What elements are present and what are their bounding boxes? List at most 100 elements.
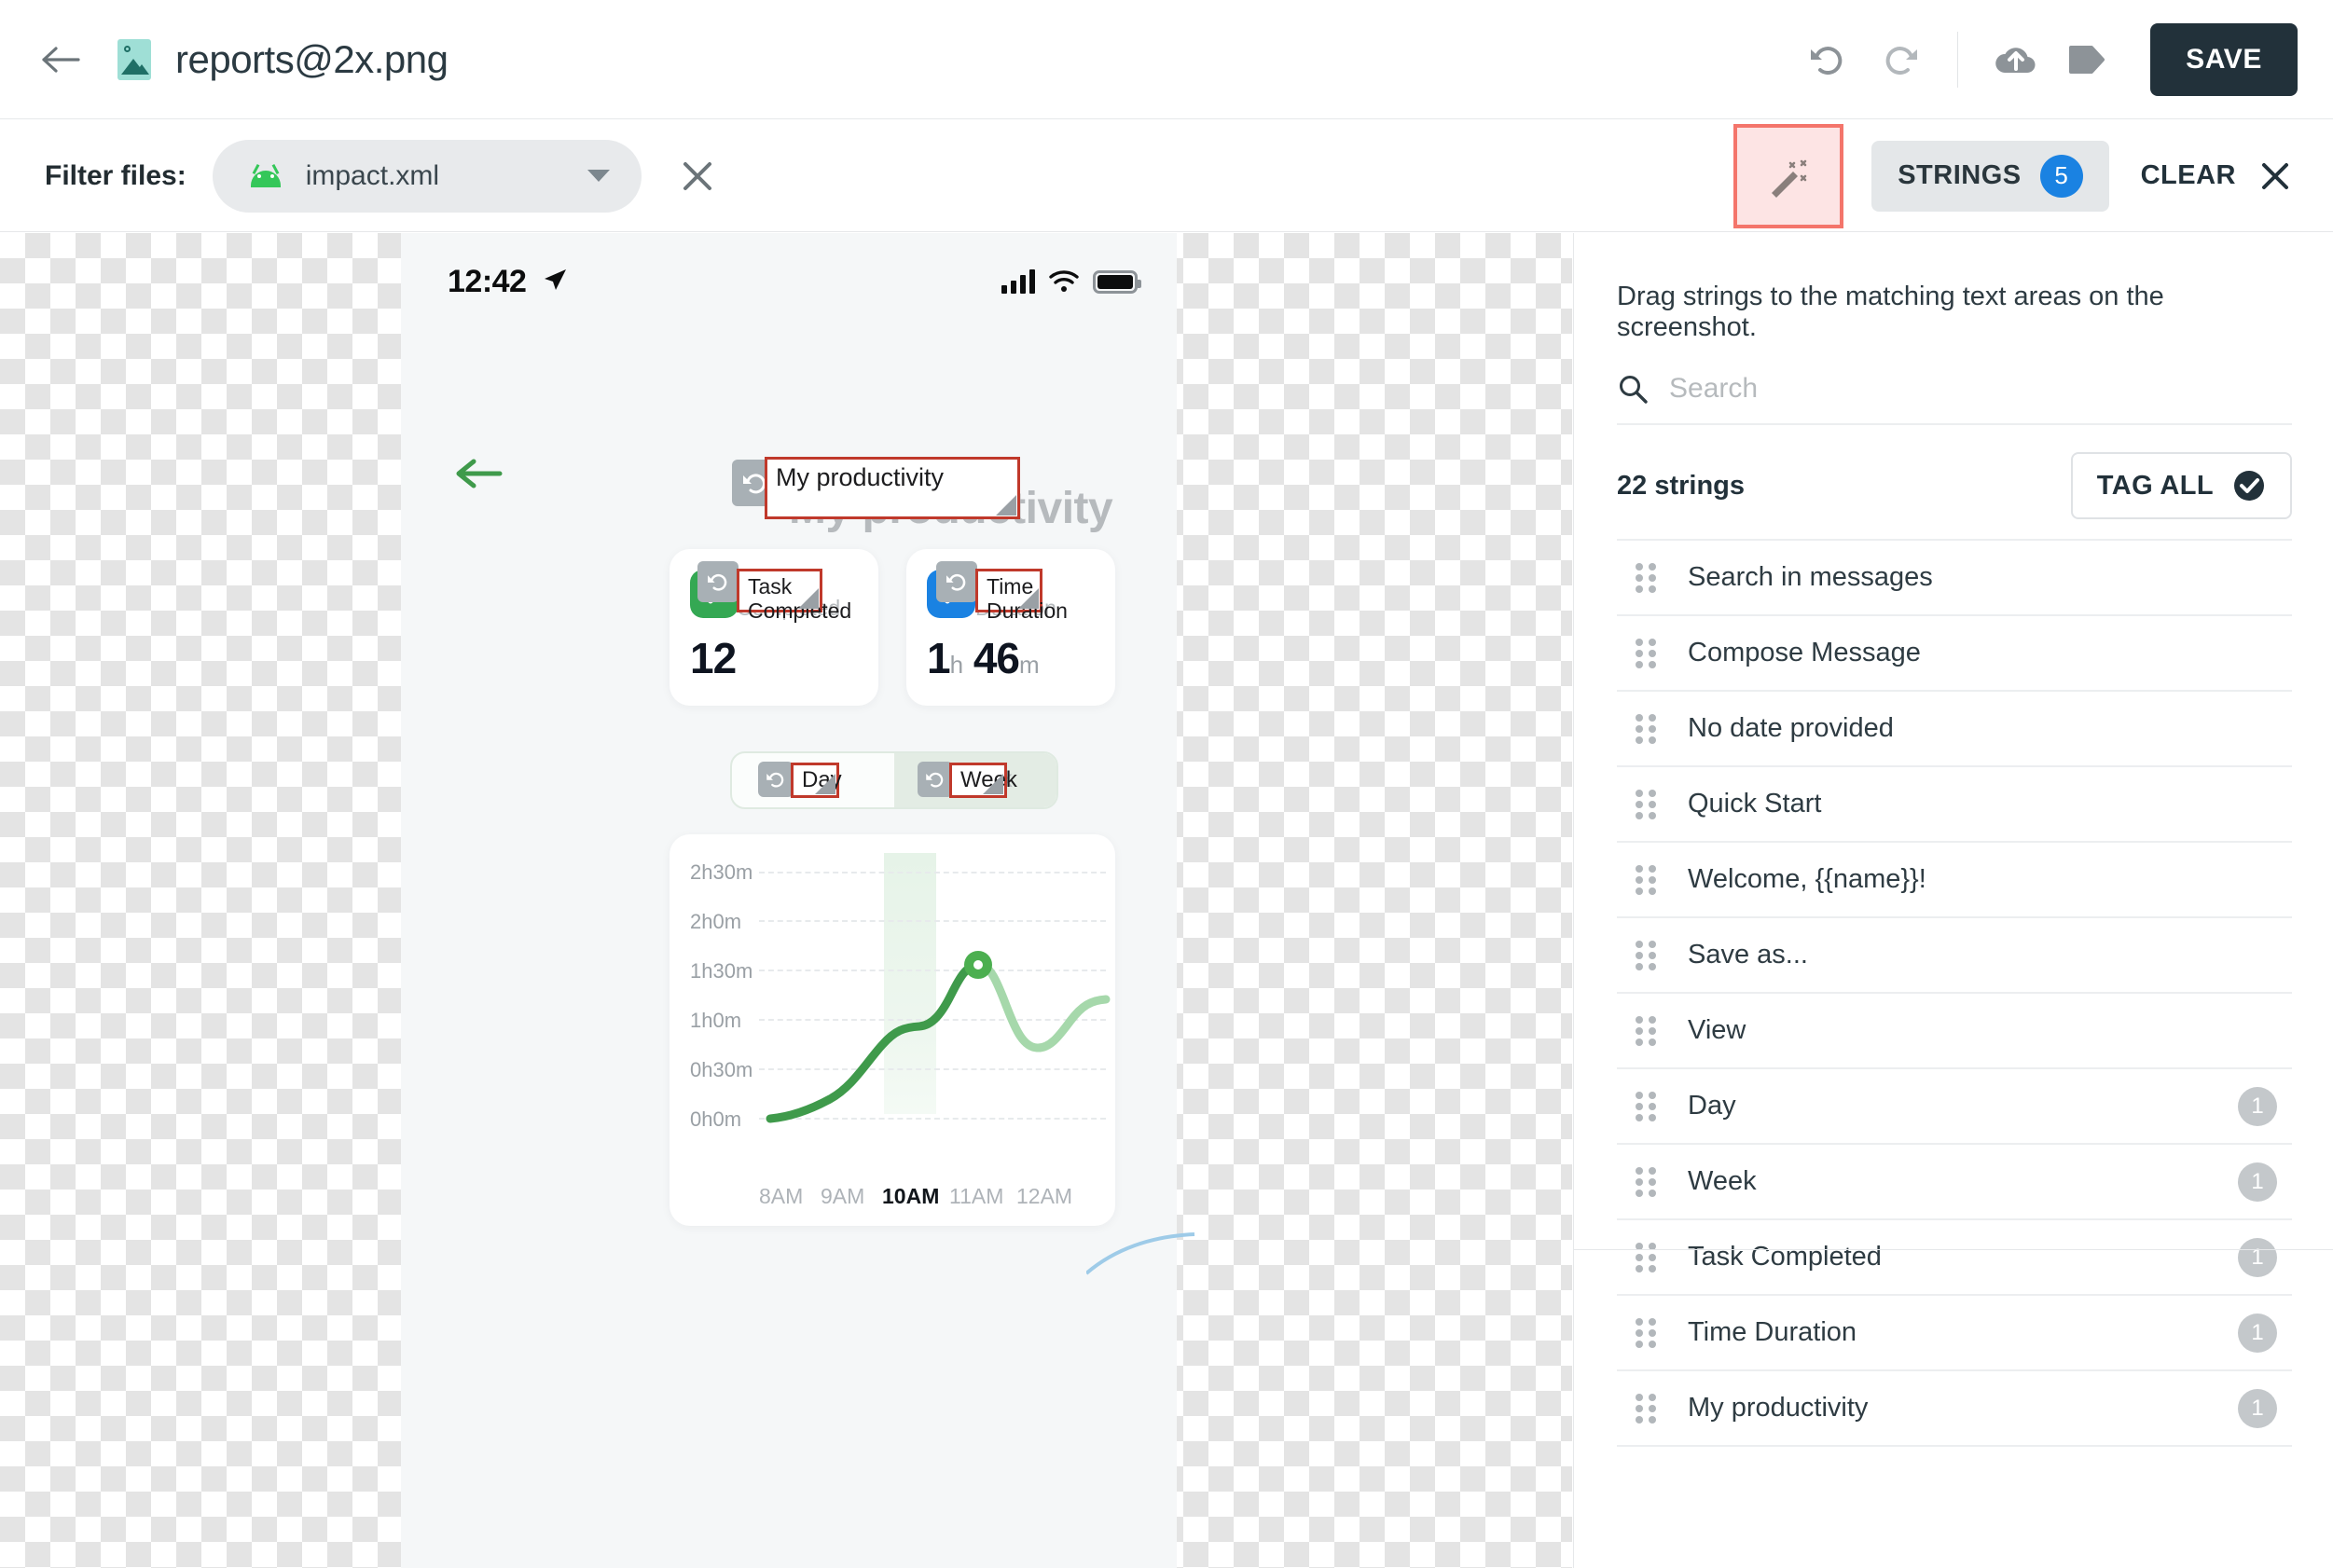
cloud-upload-icon[interactable] (1981, 31, 2051, 89)
string-usage-badge: 1 (2238, 1237, 2277, 1277)
strings-panel: Drag strings to the matching text areas … (1573, 233, 2333, 1568)
signal-bars-icon (1001, 269, 1035, 294)
string-text: Week (1688, 1166, 1757, 1196)
string-list-item[interactable]: Week 1 (1617, 1145, 2292, 1220)
string-text: Time Duration (1688, 1317, 1857, 1347)
tagged-text-area-task[interactable]: Task Completed (737, 569, 851, 623)
phone-nav-row (401, 427, 1177, 530)
check-circle-icon (2234, 471, 2264, 501)
string-list-item[interactable]: Time Duration 1 (1617, 1296, 2292, 1371)
chart-ylabel-4: 0h30m (690, 1058, 753, 1081)
clear-filter-button[interactable] (673, 152, 722, 200)
string-text: Task Completed (1688, 1242, 1882, 1272)
resize-handle-icon[interactable] (798, 588, 819, 609)
chart-active-point[interactable] (964, 951, 992, 979)
chart-line-series (766, 960, 1111, 1123)
drag-handle-icon[interactable] (1636, 1242, 1656, 1272)
tagged-text-area-title[interactable]: My productivity (765, 457, 1020, 519)
tagged-text-area-day[interactable]: Day (791, 763, 842, 798)
panel-footer-divider (1574, 1249, 2333, 1250)
resize-handle-icon[interactable] (815, 774, 835, 794)
undo-tag-day-button[interactable] (758, 762, 794, 797)
drag-handle-icon[interactable] (1636, 789, 1656, 819)
string-list-item[interactable]: Task Completed 1 (1617, 1220, 2292, 1296)
string-list-item[interactable]: Welcome, {{name}}! (1617, 843, 2292, 918)
back-button[interactable] (39, 38, 82, 81)
tagged-text-area-duration[interactable]: Time Duration (975, 569, 1068, 623)
string-list-item[interactable]: My productivity 1 (1617, 1371, 2292, 1447)
drag-handle-icon[interactable] (1636, 1015, 1656, 1046)
filter-bar-actions: STRINGS 5 CLEAR (1733, 123, 2294, 228)
chart-highlight-band (884, 853, 936, 1114)
drag-handle-icon[interactable] (1636, 1091, 1656, 1121)
android-icon (248, 163, 283, 187)
toolbar-divider (1957, 31, 1959, 88)
string-text: My productivity (1688, 1393, 1869, 1423)
string-list-item[interactable]: Save as... (1617, 918, 2292, 994)
status-time: 12:42 (448, 263, 527, 299)
tagged-task-label: Task Completed (748, 574, 852, 623)
productivity-chart-card: 2h30m 2h0m 1h30m 1h0m 0h30m 0h0m 8AM 9AM… (670, 834, 1115, 1226)
search-input[interactable] (1669, 373, 2247, 405)
tagged-title-label: My productivity (776, 463, 945, 491)
duration-minutes-unit: m (1019, 651, 1040, 679)
string-usage-badge: 1 (2238, 1313, 2277, 1353)
string-text: Welcome, {{name}}! (1688, 864, 1926, 894)
chart-ylabel-3: 1h0m (690, 1009, 742, 1032)
save-button[interactable]: SAVE (2150, 22, 2298, 96)
tagged-text-area-week[interactable]: Week (949, 763, 1017, 798)
chart-ylabel-0: 2h30m (690, 860, 753, 884)
screenshot-canvas[interactable]: 12:42 My productivity (0, 233, 1572, 1568)
undo-tag-week-button[interactable] (918, 762, 953, 797)
strings-toggle-button[interactable]: STRINGS 5 (1871, 140, 2109, 212)
drag-handle-icon[interactable] (1636, 638, 1656, 668)
string-text: Quick Start (1688, 789, 1822, 818)
wifi-icon (1049, 270, 1079, 292)
clear-button[interactable]: CLEAR (2141, 158, 2294, 195)
resize-handle-icon[interactable] (1018, 588, 1039, 609)
drag-handle-icon[interactable] (1636, 940, 1656, 970)
chart-ylabel-1: 2h0m (690, 910, 742, 933)
page-title: reports@2x.png (175, 36, 449, 81)
resize-handle-icon[interactable] (983, 774, 1003, 794)
string-list-item[interactable]: Search in messages (1617, 541, 2292, 616)
drag-handle-icon[interactable] (1636, 713, 1656, 744)
duration-minutes: 46 (973, 634, 1020, 682)
strings-list[interactable]: Search in messages Compose Message No date… (1617, 539, 2292, 1447)
battery-icon (1093, 269, 1141, 294)
file-filter-dropdown[interactable]: impact.xml (212, 139, 642, 213)
phone-screenshot: 12:42 My productivity (401, 233, 1195, 1568)
string-text: View (1688, 1015, 1746, 1045)
drag-handle-icon[interactable] (1636, 1317, 1656, 1348)
magic-wand-button[interactable] (1733, 123, 1844, 228)
file-filter-value: impact.xml (305, 159, 440, 191)
header-actions: SAVE (1793, 22, 2298, 96)
redo-icon[interactable] (1864, 31, 1935, 89)
resize-handle-icon[interactable] (996, 495, 1016, 516)
string-list-item[interactable]: No date provided (1617, 692, 2292, 767)
undo-tag-duration-button[interactable] (936, 561, 977, 602)
drag-handle-icon[interactable] (1636, 562, 1656, 593)
undo-tag-task-button[interactable] (697, 561, 739, 602)
tag-icon[interactable] (2051, 31, 2122, 89)
string-list-item[interactable]: Compose Message (1617, 616, 2292, 692)
drag-handle-icon[interactable] (1636, 1166, 1656, 1197)
string-list-item[interactable]: Day 1 (1617, 1069, 2292, 1145)
location-arrow-icon (541, 266, 569, 298)
tag-all-button[interactable]: TAG ALL (2070, 452, 2292, 519)
clear-label: CLEAR (2140, 160, 2236, 190)
duration-hours: 1 (927, 634, 951, 682)
undo-icon[interactable] (1793, 31, 1864, 89)
tag-all-label: TAG ALL (2096, 470, 2214, 501)
string-list-item[interactable]: View (1617, 994, 2292, 1069)
strings-count-label: 22 strings (1617, 470, 1745, 501)
string-text: Save as... (1688, 940, 1808, 970)
drag-handle-icon[interactable] (1636, 864, 1656, 895)
string-list-item[interactable]: Quick Start (1617, 767, 2292, 843)
phone-back-icon[interactable] (455, 455, 505, 497)
strings-count-badge: 5 (2039, 154, 2083, 198)
drag-handle-icon[interactable] (1636, 1393, 1656, 1424)
count-row: 22 strings TAG ALL (1617, 449, 2292, 522)
filter-files-label: Filter files: (45, 159, 186, 191)
string-usage-badge: 1 (2238, 1086, 2277, 1126)
